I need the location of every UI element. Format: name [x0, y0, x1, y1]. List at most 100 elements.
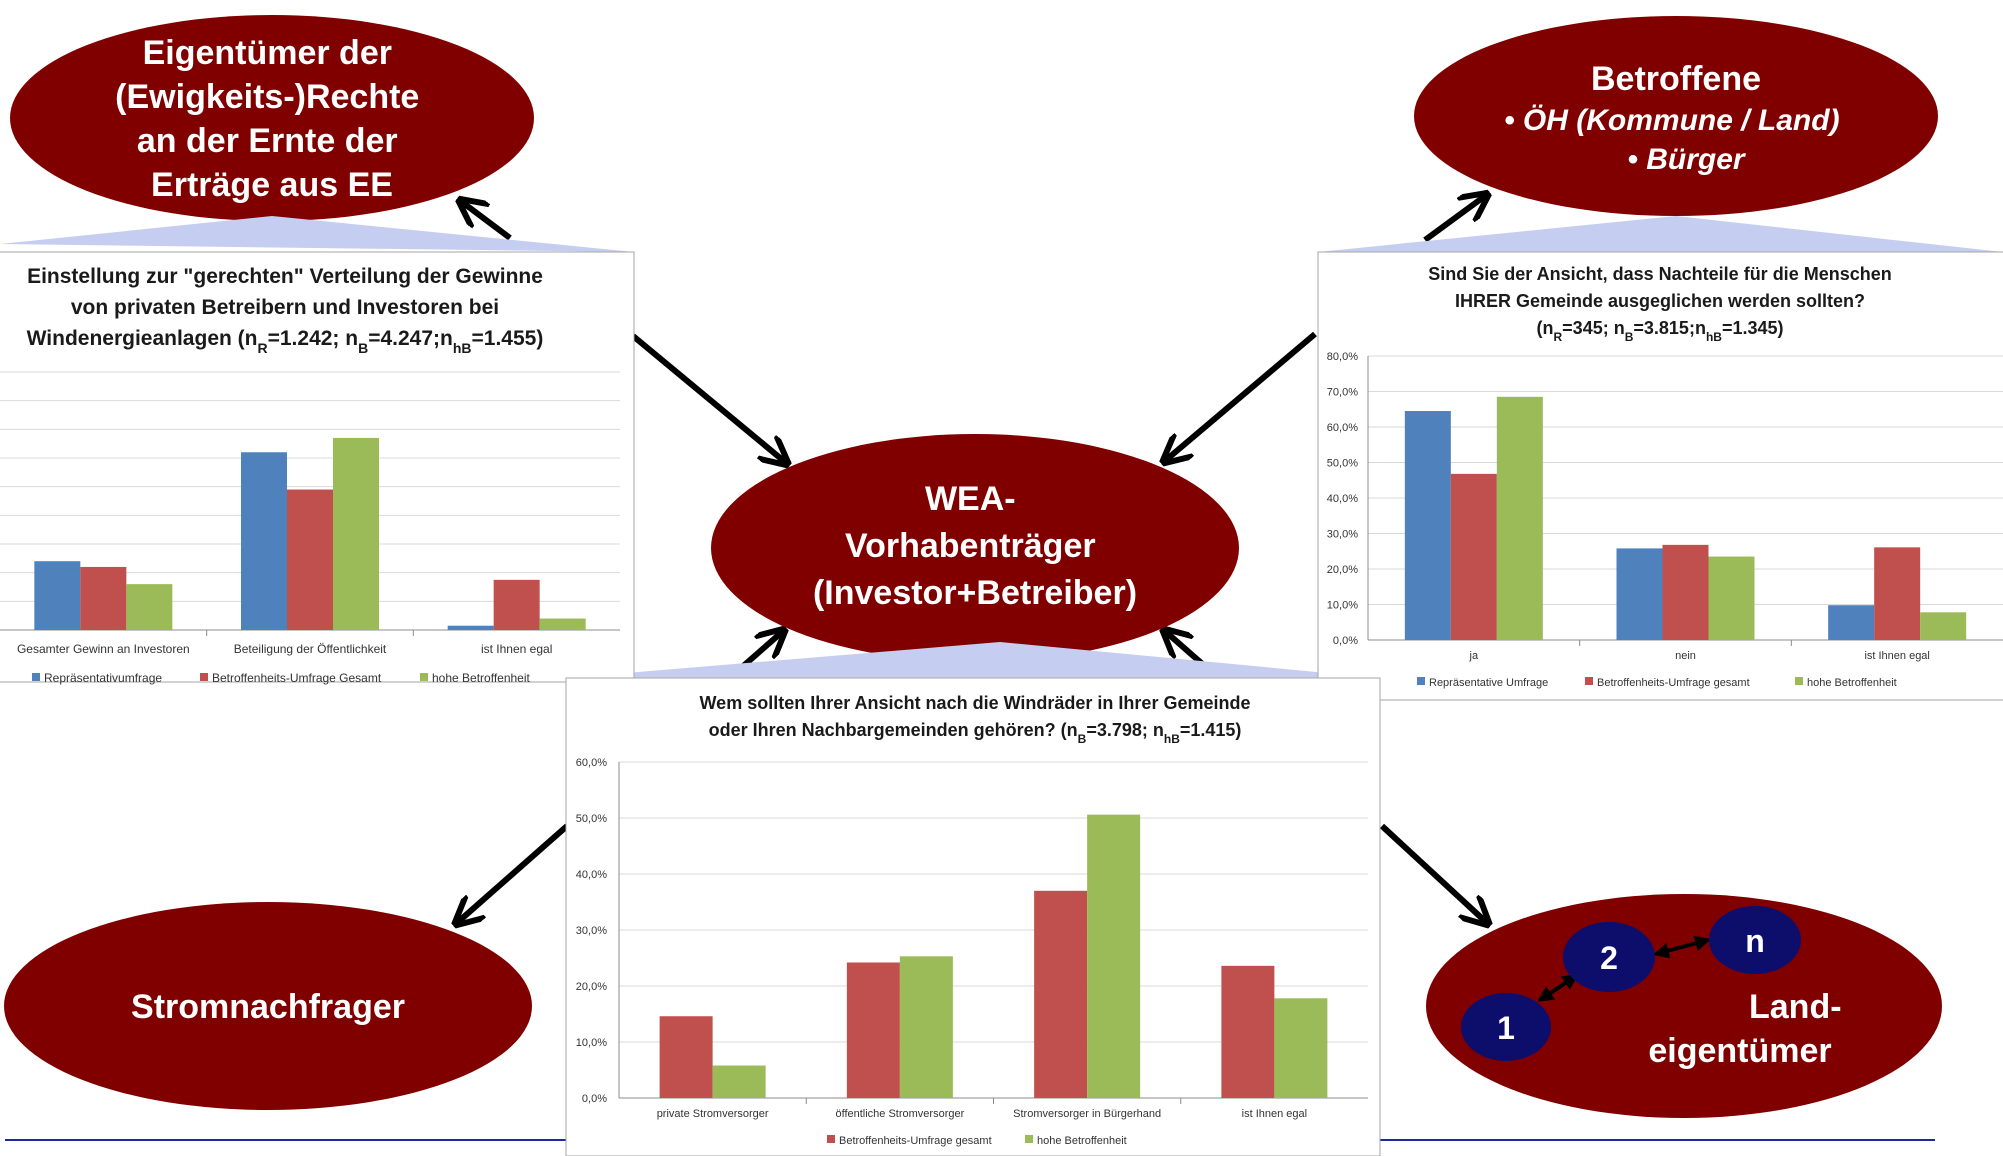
y-tick-label: 50,0% [576, 813, 607, 825]
bar [493, 579, 540, 630]
callout-wedge-bottom [566, 642, 1380, 678]
chart-title-line: von privaten Betreibern und Investoren b… [71, 296, 499, 319]
legend-swatch [420, 673, 428, 681]
legend-swatch [32, 673, 40, 681]
chart-title-line: Sind Sie der Ansicht, dass Nachteile für… [1428, 264, 1891, 284]
bar [241, 452, 287, 630]
legend-swatch [200, 673, 208, 681]
x-category-label: ist Ihnen egal [481, 642, 552, 656]
legend-label: hohe Betroffenheit [432, 671, 531, 685]
y-tick-label: 60,0% [576, 757, 607, 769]
bar [1274, 998, 1328, 1098]
legend-swatch [1795, 677, 1803, 685]
chart-title-line: Windenergieanlagen (nR=1.242; nB=4.247;n… [27, 327, 544, 356]
chart-title-line: Wem sollten Ihrer Ansicht nach die Windr… [700, 693, 1251, 713]
chart-title-line: (nR=345; nB=3.815;nhB=1.345) [1537, 318, 1784, 344]
y-tick-label: 10,0% [576, 1037, 607, 1049]
bar [333, 437, 379, 630]
y-tick-label: 60,0% [1327, 422, 1358, 434]
bar [1828, 605, 1875, 640]
ellipse-stromnachfrager-label: Stromnachfrager [131, 988, 405, 1026]
bar [539, 618, 586, 630]
ellipse-betroffene-items: • ÖH (Kommune / Land) • Bürger [1504, 104, 1848, 176]
bar [1662, 544, 1709, 640]
bar [1221, 965, 1275, 1098]
bar [447, 625, 494, 630]
y-tick-label: 40,0% [1327, 493, 1358, 505]
x-category-label: öffentliche Stromversorger [835, 1108, 964, 1120]
legend-label: Betroffenheits-Umfrage gesamt [839, 1135, 992, 1147]
chart-eigentum-windraeder: Wem sollten Ihrer Ansicht nach die Windr… [565, 677, 1381, 1156]
node-n [1709, 906, 1801, 974]
legend-swatch [1025, 1135, 1033, 1143]
owner-nodes: 1 2 n [1461, 906, 1801, 1061]
y-tick-label: 30,0% [1327, 529, 1358, 541]
legend-label: Repräsentative Umfrage [1429, 677, 1548, 689]
legend-swatch [827, 1135, 835, 1143]
bar [846, 962, 900, 1098]
callout-wedge-left [0, 216, 634, 252]
legend-label: hohe Betroffenheit [1037, 1135, 1127, 1147]
x-category-label: Beteiligung der Öffentlichkeit [234, 642, 387, 656]
arrow-to-stromnachfrager [458, 823, 569, 922]
arrow-top-left-to-center [631, 333, 785, 462]
legend-swatch [1585, 677, 1593, 685]
bar [126, 584, 173, 630]
connector-arrows [458, 196, 1486, 922]
ellipse-vorhabentraeger [711, 434, 1239, 662]
bar [1404, 411, 1451, 640]
bar [1708, 556, 1755, 640]
arrow-to-top-right [1423, 196, 1485, 243]
chart-gewinnverteilung: Einstellung zur "gerechten" Verteilung d… [0, 251, 635, 685]
ellipse-eigentuemer [10, 15, 534, 221]
x-category-label: Gesamter Gewinn an Investoren [17, 642, 190, 656]
y-tick-label: 10,0% [1327, 600, 1358, 612]
ellipse-eigentuemer-label: Eigentümer der (Ewigkeits-)Rechte an der… [115, 34, 429, 204]
node-1-label: 1 [1497, 1010, 1515, 1046]
bar [1087, 814, 1141, 1098]
node-2-label: 2 [1600, 940, 1618, 976]
node-1 [1461, 993, 1551, 1061]
bar [1616, 548, 1663, 640]
chart-title-line: Einstellung zur "gerechten" Verteilung d… [27, 265, 543, 288]
y-tick-label: 30,0% [576, 925, 607, 937]
x-category-label: ist Ihnen egal [1242, 1108, 1307, 1120]
x-category-label: nein [1675, 650, 1696, 662]
ellipse-landeigentuemer-label: Land- eigentümer [1648, 988, 1851, 1070]
node-n-label: n [1745, 923, 1765, 959]
link-1-2 [1537, 974, 1579, 1002]
y-tick-label: 20,0% [576, 981, 607, 993]
bar [1496, 396, 1543, 640]
bar [1034, 890, 1088, 1098]
bar [1874, 547, 1921, 640]
ellipse-vorhabentraeger-label: WEA- Vorhabenträger (Investor+Betreiber) [813, 480, 1137, 612]
y-tick-label: 40,0% [576, 869, 607, 881]
legend-label: Betroffenheits-Umfrage gesamt [1597, 677, 1750, 689]
y-tick-label: 50,0% [1327, 458, 1358, 470]
bar [1920, 612, 1967, 640]
ellipse-stromnachfrager [4, 902, 532, 1110]
link-2-n [1652, 935, 1712, 959]
bar [287, 489, 333, 630]
x-category-label: private Stromversorger [657, 1108, 769, 1120]
y-tick-label: 70,0% [1327, 387, 1358, 399]
bar [34, 561, 81, 630]
bar [899, 956, 953, 1098]
ellipse-betroffene-title: Betroffene [1591, 60, 1761, 98]
ellipse-landeigentuemer [1426, 894, 1942, 1118]
x-category-label: Stromversorger in Bürgerhand [1013, 1108, 1161, 1120]
y-tick-label: 80,0% [1327, 351, 1358, 363]
bar [80, 566, 127, 630]
legend-label: Betroffenheits-Umfrage Gesamt [212, 671, 382, 685]
ellipse-betroffene [1414, 16, 1938, 216]
bar [659, 1016, 713, 1098]
y-tick-label: 0,0% [582, 1093, 607, 1105]
arrow-center-up-left [739, 632, 782, 671]
chart-title-line: oder Ihren Nachbargemeinden gehören? (nB… [709, 720, 1242, 746]
chart-title-line: IHRER Gemeinde ausgeglichen werden sollt… [1455, 291, 1865, 311]
legend-swatch [1417, 677, 1425, 685]
bar [1450, 473, 1497, 640]
y-tick-label: 20,0% [1327, 564, 1358, 576]
